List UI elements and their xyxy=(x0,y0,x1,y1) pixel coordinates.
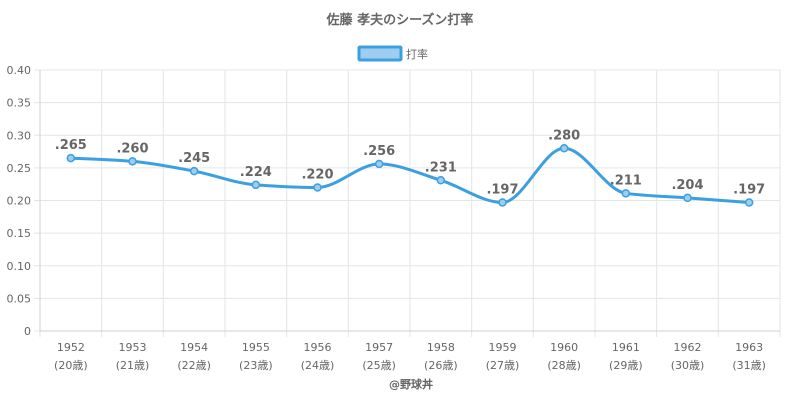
x-tick-label: 1954 xyxy=(180,341,208,354)
x-tick-sublabel: (21歳) xyxy=(116,359,150,372)
x-tick-sublabel: (22歳) xyxy=(177,359,211,372)
x-tick-label: 1955 xyxy=(242,341,270,354)
data-label: .245 xyxy=(178,151,210,166)
x-tick-label: 1957 xyxy=(365,341,393,354)
x-tick-sublabel: (26歳) xyxy=(424,359,458,372)
data-label: .224 xyxy=(240,165,272,180)
x-tick-sublabel: (30歳) xyxy=(671,359,705,372)
data-point xyxy=(374,159,384,169)
data-point xyxy=(744,198,754,207)
y-tick-label: 0.30 xyxy=(7,129,32,142)
y-tick-label: 0.35 xyxy=(7,97,32,110)
data-label: .211 xyxy=(610,173,642,188)
data-point xyxy=(313,183,322,192)
data-point xyxy=(498,198,507,207)
y-axis-ticks: 0 0.05 0.10 0.15 0.20 0.25 0.30 0.35 0.40 xyxy=(7,64,32,338)
y-tick-label: 0.25 xyxy=(7,162,32,175)
y-tick-label: 0.15 xyxy=(7,227,32,240)
x-tick-sublabel: (24歳) xyxy=(301,359,335,372)
data-label: .197 xyxy=(486,182,518,197)
x-tick-sublabel: (25歳) xyxy=(362,359,396,372)
data-point xyxy=(683,193,692,203)
x-tick-label: 1962 xyxy=(674,341,702,354)
data-points xyxy=(66,144,754,207)
x-tick-label: 1953 xyxy=(119,341,147,354)
grid xyxy=(34,69,781,337)
x-axis-ticks: 1952 (20歳) 1953 (21歳) 1954 (22歳) 1955 (23歳) 1956… xyxy=(54,341,766,372)
data-point xyxy=(436,176,446,185)
data-point xyxy=(128,157,137,166)
y-tick-label: 0 xyxy=(24,325,31,338)
data-label: .265 xyxy=(55,138,87,153)
y-tick-label: 0.05 xyxy=(7,292,32,305)
x-tick-label: 1961 xyxy=(612,341,640,354)
y-tick-label: 0.10 xyxy=(7,260,32,273)
x-tick-label: 1960 xyxy=(550,341,578,354)
data-point xyxy=(66,153,76,163)
data-label: .260 xyxy=(116,141,148,156)
x-tick-sublabel: (31歳) xyxy=(732,359,766,372)
x-tick-sublabel: (28歳) xyxy=(547,359,581,372)
x-tick-label: 1959 xyxy=(489,341,517,354)
legend[interactable]: 打率 xyxy=(357,45,428,62)
data-point xyxy=(621,189,631,198)
data-label: .204 xyxy=(671,178,703,193)
chart-title: 佐藤 孝夫のシーズン打率 xyxy=(326,12,474,28)
credit-text: @野球丼 xyxy=(389,377,433,391)
data-point xyxy=(251,180,261,190)
x-tick-sublabel: (27歳) xyxy=(486,359,520,372)
x-tick-label: 1963 xyxy=(735,341,763,354)
y-tick-label: 0.40 xyxy=(7,64,32,77)
x-tick-sublabel: (29歳) xyxy=(609,359,643,372)
x-tick-sublabel: (23歳) xyxy=(239,359,273,372)
data-point xyxy=(559,144,569,153)
x-tick-label: 1958 xyxy=(427,341,455,354)
x-tick-label: 1952 xyxy=(57,341,85,354)
data-label: .220 xyxy=(301,167,333,182)
data-label: .256 xyxy=(363,144,395,159)
legend-swatch xyxy=(357,45,403,62)
x-tick-sublabel: (20歳) xyxy=(54,359,88,372)
data-label: .197 xyxy=(733,182,765,197)
y-tick-label: 0.20 xyxy=(7,195,32,208)
x-tick-label: 1956 xyxy=(304,341,332,354)
data-labels: .265 .260 .245 .224 .220 .256 .231 .197 .280 .211… xyxy=(55,128,765,197)
data-label: .280 xyxy=(548,128,580,143)
data-point xyxy=(189,166,199,176)
data-label: .231 xyxy=(425,160,457,175)
legend-label: 打率 xyxy=(406,47,428,61)
